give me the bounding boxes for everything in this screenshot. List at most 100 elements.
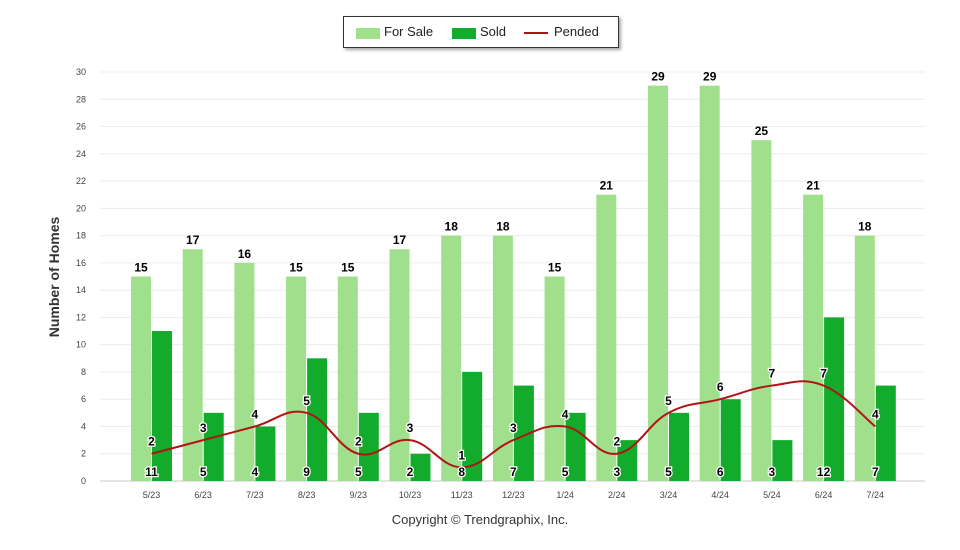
label-sold-7/23: 4 [252,465,259,479]
label-pended-9/23: 2 [355,435,362,449]
x-tick-label-11/23: 11/23 [451,490,473,500]
label-for-sale-2/24: 21 [600,179,614,193]
label-pended-8/23: 5 [303,394,310,408]
label-sold-1/24: 5 [562,465,569,479]
label-for-sale-12/23: 18 [496,220,510,234]
bar-for-sale-10/23 [389,249,410,481]
bar-sold-6/23 [203,412,224,481]
label-pended-6/24: 7 [820,367,827,381]
x-tick-label-5/23: 5/23 [143,490,161,500]
x-tick-label-7/24: 7/24 [867,490,885,500]
x-tick-label-12/23: 12/23 [502,490,525,500]
label-for-sale-9/23: 15 [341,261,355,275]
bar-sold-12/23 [513,385,534,481]
bar-for-sale-9/23 [337,276,358,481]
label-for-sale-6/24: 21 [806,179,820,193]
legend-swatch-sold [452,28,476,39]
bar-sold-6/24 [824,317,845,481]
label-sold-9/23: 5 [355,465,362,479]
x-axis-ticks: 5/23 6/23 7/23 8/23 9/23 10/23 11/23 12/23 1/24 2… [143,490,884,500]
y-tick-label-2: 2 [81,449,86,459]
x-tick-label-5/24: 5/24 [763,490,781,500]
y-tick-label-30: 30 [76,67,86,77]
label-sold-12/23: 7 [510,465,517,479]
bar-sold-10/23 [410,453,431,481]
bar-for-sale-7/24 [854,235,875,481]
x-tick-label-6/24: 6/24 [815,490,833,500]
label-pended-6/23: 3 [200,421,207,435]
label-sold-6/24: 12 [817,465,831,479]
bar-for-sale-5/23 [131,276,151,481]
y-tick-label-28: 28 [76,94,86,104]
bar-for-sale-5/24 [751,140,772,481]
label-pended-7/23: 4 [252,407,259,421]
bar-for-sale-7/23 [234,262,255,481]
label-for-sale-5/24: 25 [755,124,769,138]
y-tick-label-18: 18 [76,231,86,241]
label-pended-7/24: 4 [872,407,879,421]
label-for-sale-7/23: 16 [238,247,252,261]
bar-sold-3/24 [669,412,689,481]
label-pended-11/23: 1 [458,448,465,462]
label-sold-5/23: 11 [145,465,158,479]
y-tick-label-12: 12 [76,312,86,322]
legend-label-for-sale: For Sale [384,24,434,39]
label-pended-5/24: 7 [769,367,776,381]
y-tick-label-20: 20 [76,203,86,213]
label-sold-4/24: 6 [717,465,724,479]
x-tick-label-2/24: 2/24 [608,490,626,500]
label-pended-4/24: 6 [717,380,724,394]
label-sold-7/24: 7 [872,465,879,479]
bar-sold-9/23 [358,412,379,481]
bar-for-sale-2/24 [596,194,617,481]
x-tick-label-1/24: 1/24 [556,490,574,500]
label-sold-11/23: 8 [458,465,465,479]
bar-sold-7/24 [875,385,896,481]
bar-for-sale-8/23 [286,276,307,481]
bar-for-sale-3/24 [648,85,668,481]
y-tick-label-0: 0 [81,476,86,486]
legend-label-sold: Sold [480,24,507,39]
label-for-sale-8/23: 15 [289,261,303,275]
bar-sold-1/24 [565,412,586,481]
bar-sold-5/23 [152,331,172,481]
label-pended-1/24: 4 [562,407,569,421]
label-sold-6/23: 5 [200,465,207,479]
legend-swatch-for-sale [356,28,380,39]
label-pended-10/23: 3 [407,421,414,435]
label-for-sale-7/24: 18 [858,220,872,234]
bars [131,85,896,481]
x-tick-label-10/23: 10/23 [399,490,422,500]
y-tick-label-26: 26 [76,122,86,132]
label-pended-5/23: 2 [148,435,155,449]
label-pended-2/24: 2 [613,435,620,449]
legend: For Sale Sold Pended [343,16,619,48]
bar-sold-11/23 [462,371,483,481]
bar-sold-7/23 [255,426,276,481]
label-for-sale-11/23: 18 [445,220,459,234]
y-tick-label-14: 14 [76,285,86,295]
bar-for-sale-12/23 [492,235,513,481]
x-tick-label-7/23: 7/23 [246,490,264,500]
legend-label-pended: Pended [554,24,599,39]
y-tick-label-22: 22 [76,176,86,186]
y-tick-label-16: 16 [76,258,86,268]
label-sold-10/23: 2 [407,465,414,479]
bar-sold-5/24 [772,440,793,481]
x-tick-label-8/23: 8/23 [298,490,316,500]
bar-for-sale-6/24 [803,194,824,481]
label-sold-2/24: 3 [613,465,620,479]
data-labels: 1511175164159155172188187155213295296253… [134,70,880,481]
x-tick-label-3/24: 3/24 [660,490,678,500]
x-tick-label-4/24: 4/24 [711,490,729,500]
label-sold-8/23: 9 [303,465,310,479]
label-pended-12/23: 3 [510,421,517,435]
bar-sold-2/24 [617,440,638,481]
legend-line-pended [524,32,548,34]
label-for-sale-3/24: 29 [651,70,665,84]
y-axis-label: Number of Homes [46,217,62,338]
bar-for-sale-4/24 [699,85,720,481]
copyright-text: Copyright © Trendgraphix, Inc. [391,512,569,527]
